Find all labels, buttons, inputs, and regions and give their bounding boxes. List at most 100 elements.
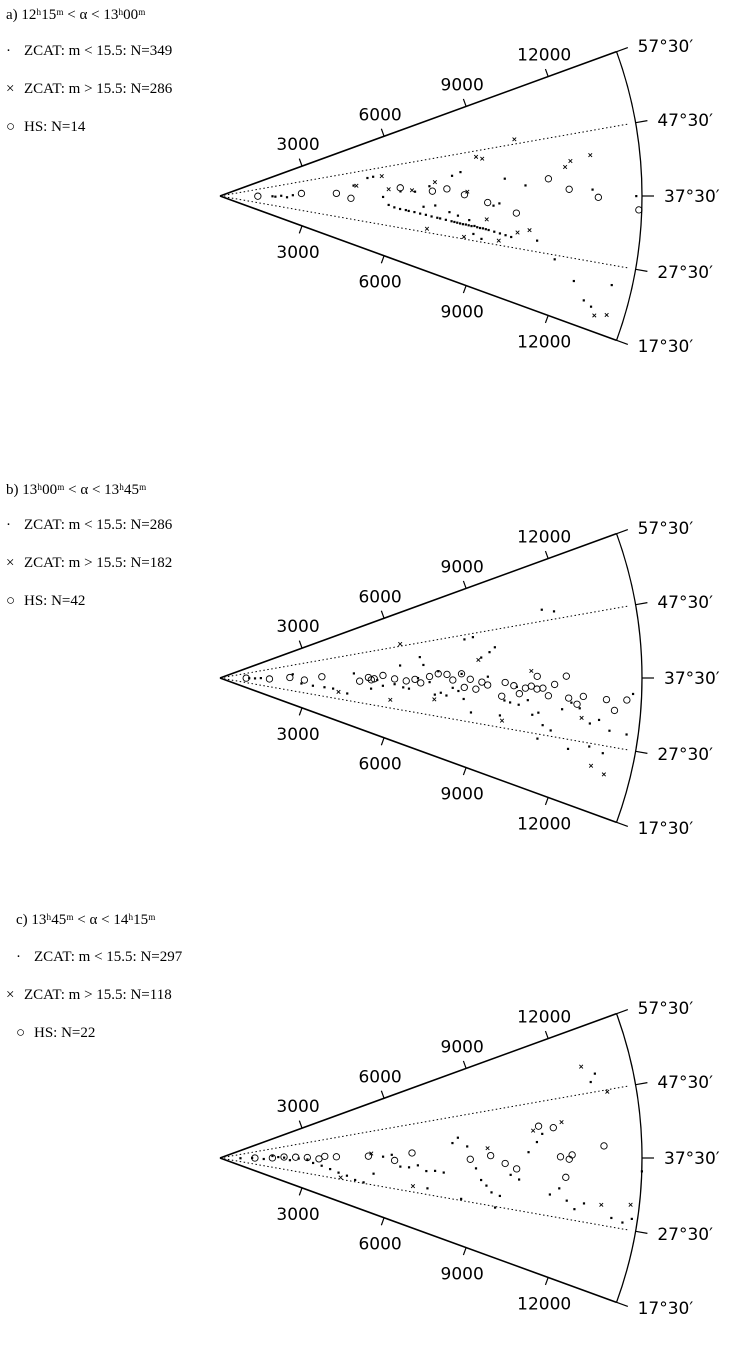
bright-galaxy-point [346, 692, 349, 695]
bright-galaxy-point [457, 689, 460, 693]
outer-arc [615, 533, 643, 823]
bright-galaxy-point [536, 239, 539, 242]
bright-galaxy-point [485, 1184, 488, 1187]
hs-galaxy-point [501, 1159, 509, 1168]
bright-galaxy-point [451, 1141, 454, 1145]
hs-galaxy-point [411, 675, 419, 684]
bright-galaxy-point [291, 673, 294, 676]
bright-galaxy-point [425, 1169, 428, 1173]
bright-galaxy-point [413, 190, 417, 193]
bright-galaxy-point [402, 686, 405, 689]
hs-galaxy-point [472, 685, 480, 693]
distance-tick-label: 9000 [441, 303, 484, 323]
hs-galaxy-point [534, 1122, 543, 1130]
panel-title-b: b) 13ʰ00ᵐ < α < 13ʰ45ᵐ [6, 482, 147, 498]
circle-marker-icon: ○ [6, 119, 16, 135]
bright-galaxy-point [381, 684, 384, 687]
bright-galaxy-point [493, 230, 496, 233]
bright-galaxy-point [459, 171, 462, 174]
distance-tick [462, 1060, 467, 1069]
bright-galaxy-point [444, 218, 447, 221]
bright-galaxy-point [476, 226, 479, 229]
bright-galaxy-point [381, 1155, 385, 1158]
hs-galaxy-point [390, 675, 399, 683]
hs-galaxy-point [318, 673, 326, 681]
bright-galaxy-point [481, 227, 485, 230]
faint-galaxy-point [473, 154, 479, 159]
cross-marker-icon: × [6, 555, 15, 571]
hs-galaxy-point [443, 670, 451, 679]
hs-galaxy-point [315, 1155, 323, 1163]
distance-tick [462, 767, 467, 776]
hs-galaxy-point [460, 683, 468, 692]
faint-galaxy-point [432, 179, 438, 185]
bright-galaxy-point [433, 693, 436, 696]
faint-galaxy-point [354, 183, 359, 188]
bright-galaxy-point [426, 1187, 429, 1190]
distance-tick-label: 12000 [517, 332, 571, 352]
faint-galaxy-point [398, 641, 403, 647]
faint-galaxy-point [559, 1119, 564, 1125]
bright-galaxy-point [473, 224, 476, 228]
bright-galaxy-point [390, 1153, 393, 1156]
distance-tick [462, 98, 467, 107]
bright-galaxy-point [589, 1080, 592, 1084]
hs-galaxy-point [443, 185, 451, 193]
declination-label: 27°30′ [657, 745, 713, 765]
bright-galaxy-point [493, 646, 496, 649]
hs-galaxy-point [434, 670, 442, 678]
bright-galaxy-point [565, 1199, 568, 1202]
distance-tick-label: 3000 [276, 1205, 319, 1225]
bright-galaxy-point [352, 184, 355, 187]
bright-galaxy-point [398, 207, 402, 211]
bright-galaxy-point [306, 1158, 309, 1161]
bright-galaxy-point [439, 691, 442, 694]
bright-galaxy-point [277, 1155, 280, 1159]
distance-tick [544, 315, 549, 324]
bright-galaxy-point [434, 204, 437, 207]
bright-galaxy-point [517, 1178, 521, 1181]
faint-galaxy-point [529, 668, 534, 674]
bright-galaxy-point [478, 226, 482, 230]
reference-line-0 [219, 605, 630, 679]
bright-galaxy-point [498, 714, 502, 717]
bright-galaxy-point [573, 1208, 576, 1211]
bright-galaxy-point [480, 237, 483, 240]
legend-entry-hs: ○ HS: N=22 [16, 1025, 95, 1042]
hs-galaxy-point [402, 677, 410, 685]
bright-galaxy-point [366, 176, 369, 180]
declination-label: 37°30′ [664, 669, 720, 689]
bright-galaxy-point [625, 733, 628, 736]
distance-tick [544, 68, 549, 77]
legend-label-bright: ZCAT: m < 15.5: N=349 [24, 43, 173, 59]
reference-line-0 [219, 1085, 630, 1159]
dot-marker-icon: · [6, 517, 11, 533]
bright-galaxy-point [372, 1172, 375, 1175]
declination-label: 27°30′ [657, 263, 713, 283]
bright-galaxy-point [372, 175, 375, 178]
distance-tick-label: 6000 [358, 587, 401, 607]
bright-galaxy-point [498, 202, 501, 205]
hs-galaxy-point [356, 677, 364, 685]
bright-galaxy-point [488, 651, 491, 654]
bright-galaxy-point [422, 205, 425, 208]
hs-galaxy-point [594, 193, 602, 201]
hs-galaxy-point [408, 1149, 416, 1157]
legend-label-faint: ZCAT: m > 15.5: N=118 [24, 987, 172, 1003]
distance-tick-label: 12000 [517, 528, 571, 548]
cross-marker-icon: × [6, 987, 15, 1003]
hs-galaxy-point [610, 706, 619, 715]
faint-galaxy-point [531, 1128, 536, 1133]
hs-galaxy-point [544, 692, 553, 700]
bright-galaxy-point [407, 687, 411, 690]
distance-tick [462, 580, 467, 589]
bright-galaxy-point [337, 1171, 340, 1174]
lower-boundary-line [219, 1157, 617, 1304]
distance-tick-label: 9000 [441, 1037, 484, 1057]
dot-marker-icon: · [16, 949, 21, 965]
faint-galaxy-point [338, 1175, 343, 1180]
hs-galaxy-point [428, 187, 437, 195]
panel-title-c: c) 13ʰ45ᵐ < α < 14ʰ15ᵐ [16, 912, 156, 928]
faint-galaxy-point [379, 174, 384, 179]
bright-galaxy-point [239, 1157, 242, 1160]
